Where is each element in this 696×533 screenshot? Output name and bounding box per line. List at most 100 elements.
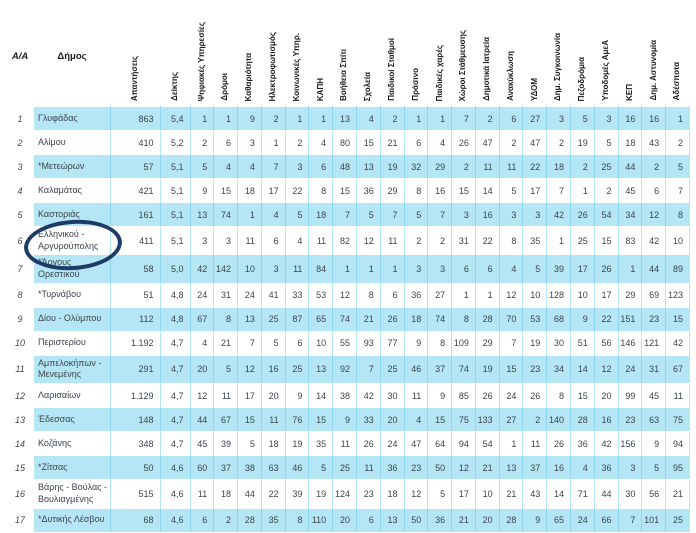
value-cell: 42 (356, 383, 381, 408)
value-cell: 44 (594, 479, 619, 508)
value-cell: 27 (499, 407, 524, 433)
value-cell: 43 (641, 130, 667, 155)
column-header-label: Σχολεία (363, 71, 373, 101)
row-number-cell: 16 (6, 479, 34, 508)
value-cell: 10 (522, 283, 548, 308)
row-number-cell: 12 (6, 383, 34, 408)
value-cell: 2 (594, 178, 619, 203)
column-header-label: Κοινωνικές Υπηρ. (291, 32, 301, 101)
table-row: 16 Βάρης - Βούλας - Βουλιαγμένης 515 4,6 11 1… (6, 479, 690, 508)
value-cell: 2 (665, 130, 690, 155)
column-header-label: Δρόμοι (220, 73, 230, 101)
column-header-rotated: Πεζοδρόμια (570, 6, 595, 107)
value-cell: 15 (237, 407, 262, 433)
value-cell: 16 (546, 455, 571, 481)
value-cell: 6 (404, 130, 429, 155)
value-cell: 16 (475, 202, 500, 227)
value-cell: 12 (641, 202, 667, 227)
value-cell: 20 (190, 354, 215, 385)
value-cell: 42 (190, 254, 215, 284)
value-cell: 1 (261, 130, 286, 155)
value-cell: 6 (261, 226, 286, 255)
column-header-label: Ανακύκλωση (505, 51, 515, 101)
value-cell: 5 (213, 354, 239, 385)
value-cell: 28 (570, 407, 595, 433)
value-cell: 13 (237, 306, 262, 332)
value-cell: 48 (332, 154, 357, 179)
value-cell: 4 (499, 254, 524, 284)
value-cell: 42 (641, 226, 667, 255)
value-cell: 26 (451, 130, 476, 155)
value-cell: 1 (356, 254, 381, 284)
value-cell: 15 (213, 178, 239, 203)
value-cell: 1 (665, 106, 690, 131)
value-cell: 7 (237, 331, 262, 356)
value-cell: 84 (308, 254, 334, 284)
value-cell: 25 (665, 507, 690, 533)
value-cell: 35 (261, 507, 286, 533)
value-cell: 6 (285, 331, 310, 356)
value-cell: 57 (110, 154, 161, 179)
value-cell: 2 (261, 106, 286, 131)
value-cell: 112 (110, 306, 161, 332)
value-cell: 3 (594, 106, 619, 131)
value-cell: 36 (594, 455, 619, 481)
value-cell: 151 (618, 306, 643, 332)
value-cell: 39 (213, 431, 239, 456)
value-cell: 148 (110, 407, 161, 433)
value-cell: 38 (332, 383, 357, 408)
value-cell: 67 (665, 354, 690, 385)
value-cell: 26 (380, 306, 405, 332)
value-cell: 7 (546, 178, 571, 203)
value-cell: 11 (308, 226, 334, 255)
value-cell: 26 (594, 254, 619, 284)
value-cell: 56 (594, 331, 619, 356)
value-cell: 69 (641, 283, 667, 308)
value-cell: 14 (475, 178, 500, 203)
value-cell: 12 (499, 283, 524, 308)
row-number-cell: 10 (6, 331, 34, 356)
value-cell: 13 (190, 202, 215, 227)
value-cell: 24 (237, 283, 262, 308)
value-cell: 63 (261, 455, 286, 481)
value-cell: 16 (618, 106, 643, 131)
value-cell: 11 (356, 455, 381, 481)
value-cell: 5,4 (160, 106, 191, 131)
column-header-rotated: Δρόμοι (213, 6, 238, 107)
column-header-label: ΥΔΟΜ (529, 77, 539, 101)
value-cell: 4 (570, 455, 595, 481)
column-header-rotated: ΥΔΟΜ (522, 6, 547, 107)
table-row: 1 Γλυφάδας 863 5,4 1 1 9 2 1 1 13 4 2 1 1 7 2 6 27 3 5 3 16 16 1 (6, 106, 690, 131)
value-cell: 19 (570, 130, 595, 155)
value-cell: 4 (237, 154, 262, 179)
value-cell: 8 (451, 306, 476, 332)
value-cell: 92 (332, 354, 357, 385)
column-header-rotated: Πράσινο (404, 6, 428, 107)
value-cell: 94 (451, 431, 476, 456)
column-header-label: ΚΕΠ (624, 84, 634, 101)
value-cell: 18 (308, 202, 334, 227)
column-header-label: Απαντήσεις (129, 55, 139, 101)
value-cell: 27 (427, 283, 453, 308)
value-cell: 2 (570, 154, 595, 179)
value-cell: 11 (261, 407, 286, 433)
value-cell: 54 (594, 202, 619, 227)
value-cell: 15 (499, 354, 524, 385)
value-cell: 20 (475, 507, 500, 533)
value-cell: 25 (570, 226, 595, 255)
column-header-rotated: Ανακύκλωση (499, 6, 523, 107)
value-cell: 14 (546, 479, 571, 508)
value-cell: 18 (261, 431, 286, 456)
value-cell: 12 (237, 354, 262, 385)
table-row: 9 Δίου - Ολύμπου 112 4,8 67 8 13 25 87 65 74 21 26 18… (6, 306, 690, 332)
value-cell: 5 (641, 455, 667, 481)
value-cell: 12 (190, 383, 215, 408)
value-cell: 7 (427, 202, 453, 227)
value-cell: 8 (285, 507, 310, 533)
value-cell: 6 (213, 130, 239, 155)
value-cell: 14 (570, 354, 595, 385)
value-cell: 23 (522, 354, 548, 385)
value-cell: 18 (618, 130, 643, 155)
column-header-rotated: Ηλεκτροφωτισμός (261, 6, 286, 107)
value-cell: 4,8 (160, 306, 191, 332)
